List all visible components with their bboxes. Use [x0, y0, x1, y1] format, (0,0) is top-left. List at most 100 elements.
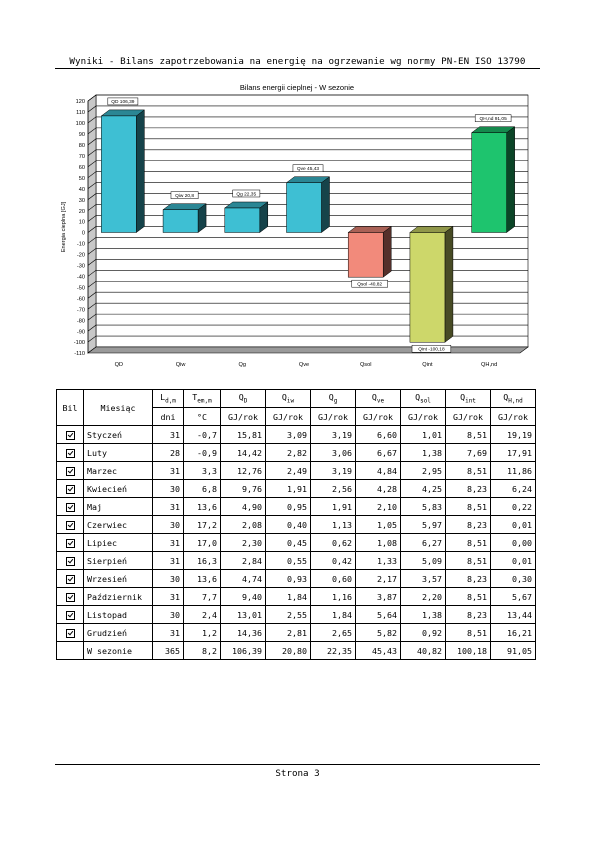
- qiw-cell: 3,09: [265, 425, 311, 444]
- checkbox-checked-icon: [65, 502, 75, 512]
- qve-cell: 5,64: [355, 605, 401, 624]
- col-header-bil: Bil: [56, 389, 84, 426]
- x-tick-label: Qsol: [360, 362, 372, 368]
- checkbox-checked-icon: [65, 484, 75, 494]
- days-cell: 30: [152, 569, 184, 588]
- qd-cell: 2,30: [220, 533, 266, 552]
- grid-line: [87, 204, 528, 211]
- include-checkbox[interactable]: [56, 479, 84, 498]
- data-label-box: [474, 114, 512, 122]
- bar-top: [409, 226, 454, 233]
- table-row: Wrzesień 30 13,6 4,74 0,93 0,60 2,17 3,57 8,23 0,…: [56, 569, 536, 588]
- qg-cell: 0,42: [310, 551, 356, 570]
- qd-cell: 9,76: [220, 479, 266, 498]
- temp-cell: 3,3: [183, 461, 221, 480]
- month-cell: Luty: [83, 443, 153, 462]
- include-checkbox[interactable]: [56, 587, 84, 606]
- grid-line: [87, 291, 528, 299]
- days-cell: 31: [152, 425, 184, 444]
- table-row: Listopad 30 2,4 13,01 2,55 1,84 5,64 1,38 8,23 13…: [56, 605, 536, 624]
- table-row: Kwiecień 30 6,8 9,76 1,91 2,56 4,28 4,25 8,23 6,2…: [56, 479, 536, 498]
- grid-line: [87, 116, 528, 124]
- col-header-qh-main: Q: [503, 392, 509, 403]
- y-tick-label: 50: [79, 176, 85, 182]
- qint-cell: 8,51: [445, 533, 491, 552]
- qsol-cell: 4,25: [400, 479, 446, 498]
- table-row: Czerwiec 30 17,2 2,08 0,40 1,13 1,05 5,97 8,23 0,…: [56, 515, 536, 534]
- include-checkbox[interactable]: [56, 425, 84, 444]
- qg-cell: 1,13: [310, 515, 356, 534]
- y-tick-label: 0: [82, 231, 85, 237]
- include-checkbox[interactable]: [56, 623, 84, 642]
- data-label-box: [292, 164, 324, 172]
- checkbox-checked-icon: [65, 592, 75, 602]
- grid-line: [87, 313, 528, 321]
- qsol-cell: 1,38: [400, 443, 446, 462]
- col-header-qg-main: Q: [328, 392, 334, 403]
- qd-cell: 4,74: [220, 569, 266, 588]
- y-tick-label: -60: [77, 296, 85, 302]
- grid-line: [87, 193, 528, 200]
- include-checkbox[interactable]: [56, 443, 84, 462]
- grid-line: [87, 182, 528, 189]
- qint-cell: 8,51: [445, 497, 491, 516]
- bar: [162, 209, 199, 233]
- x-tick-label: QH,nd: [481, 362, 497, 368]
- qint-cell: 8,51: [445, 587, 491, 606]
- temp-cell: 17,0: [183, 533, 221, 552]
- days-cell: 365: [152, 641, 184, 660]
- include-checkbox[interactable]: [56, 533, 84, 552]
- include-checkbox[interactable]: [56, 569, 84, 588]
- bar-top: [285, 176, 331, 183]
- include-checkbox[interactable]: [56, 461, 84, 480]
- temp-cell: 1,2: [183, 623, 221, 642]
- qg-cell: 22,35: [310, 641, 356, 660]
- days-cell: 30: [152, 479, 184, 498]
- checkbox-checked-icon: [65, 610, 75, 620]
- include-checkbox[interactable]: [56, 605, 84, 624]
- col-header-qh: QH,nd: [490, 389, 536, 408]
- temp-cell: -0,7: [183, 425, 221, 444]
- qsol-cell: 40,82: [400, 641, 446, 660]
- bar: [347, 232, 384, 278]
- y-tick-label: -90: [77, 329, 85, 335]
- table-row: Październik 31 7,7 9,40 1,84 1,16 3,87 2,20 8,51…: [56, 587, 536, 606]
- data-label-box: [351, 279, 388, 288]
- grid-line: [87, 302, 528, 310]
- col-header-qg-sub: g: [333, 397, 338, 405]
- y-tick-label: -10: [77, 242, 85, 248]
- grid-line: [87, 149, 528, 157]
- table-body: Styczeń 31 -0,7 15,81 3,09 3,19 6,60 1,01 8,51 19…: [56, 425, 536, 660]
- unit-days: dni: [152, 407, 184, 426]
- qve-cell: 2,10: [355, 497, 401, 516]
- col-header-qd: QD: [220, 389, 266, 408]
- temp-cell: 2,4: [183, 605, 221, 624]
- col-header-qd-main: Q: [238, 392, 244, 403]
- y-tick-label: 70: [79, 154, 85, 160]
- qg-cell: 2,65: [310, 623, 356, 642]
- bar-side: [321, 176, 330, 233]
- qg-cell: 3,06: [310, 443, 356, 462]
- qve-cell: 2,17: [355, 569, 401, 588]
- table-row: Marzec 31 3,3 12,76 2,49 3,19 4,84 2,95 8,51 11,8…: [56, 461, 536, 480]
- y-tick-label: 100: [76, 121, 85, 127]
- y-tick-label: 120: [76, 99, 85, 105]
- qiw-cell: 2,81: [265, 623, 311, 642]
- include-checkbox[interactable]: [56, 515, 84, 534]
- bar: [409, 232, 446, 343]
- qve-cell: 3,87: [355, 587, 401, 606]
- qint-cell: 8,23: [445, 515, 491, 534]
- y-tick-label: -80: [77, 318, 85, 324]
- include-checkbox[interactable]: [56, 497, 84, 516]
- qiw-cell: 20,80: [265, 641, 311, 660]
- heat-balance-chart: Bilans energii cieplnej - W sezonie -110 -…: [55, 78, 540, 378]
- col-header-qve-sub: ve: [376, 397, 385, 405]
- report-title: Wyniki - Bilans zapotrzebowania na energ…: [69, 56, 526, 67]
- bar-top: [224, 201, 269, 209]
- qve-cell: 4,84: [355, 461, 401, 480]
- unit-qg: GJ/rok: [310, 407, 356, 426]
- temp-cell: 13,6: [183, 497, 221, 516]
- qd-cell: 15,81: [220, 425, 266, 444]
- include-checkbox[interactable]: [56, 551, 84, 570]
- unit-qve: GJ/rok: [355, 407, 401, 426]
